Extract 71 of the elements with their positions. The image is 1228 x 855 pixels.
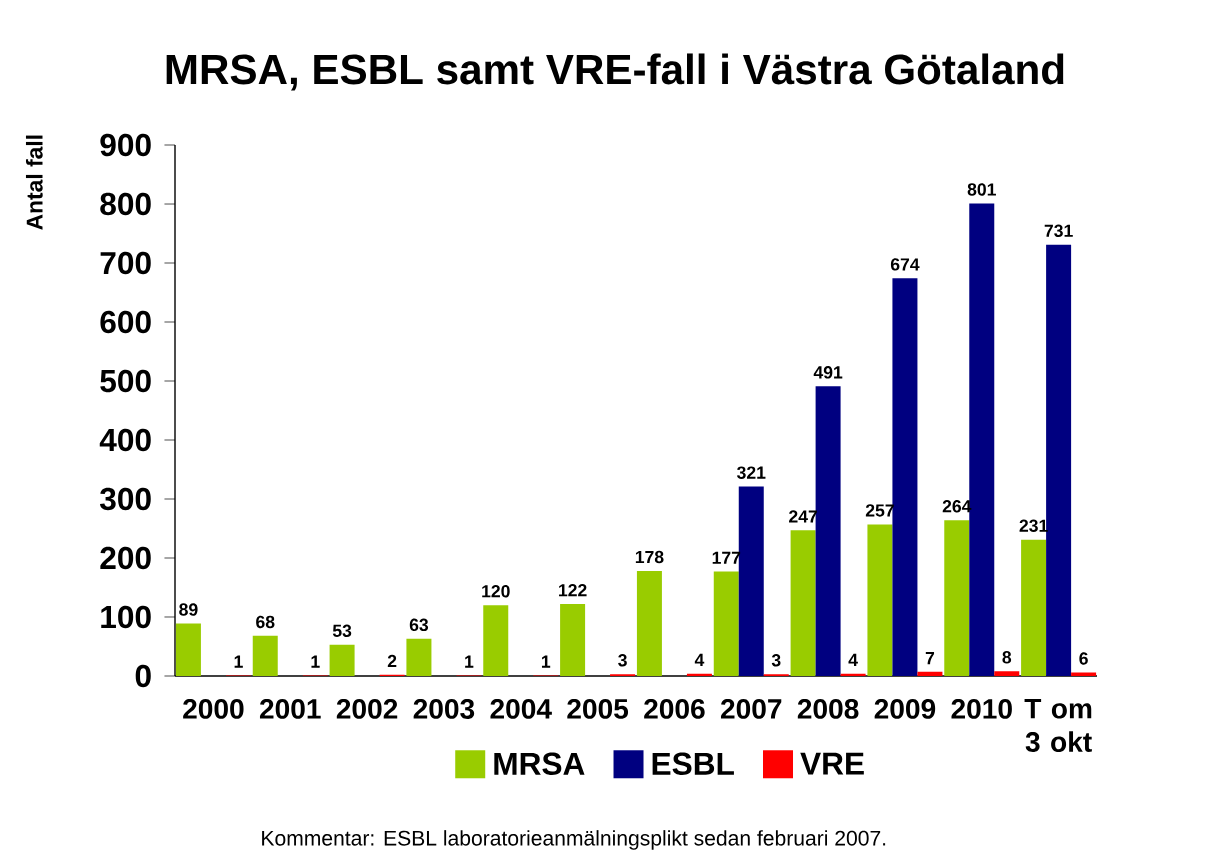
data-label: 63: [409, 618, 429, 632]
bar: [994, 671, 1020, 676]
legend-label: ESBL: [652, 752, 734, 775]
data-label: 6: [1079, 652, 1088, 665]
x-tick-label: 2000: [183, 698, 244, 719]
bar: [867, 524, 893, 676]
x-tick-label: 2004: [490, 698, 552, 719]
y-tick-label: 0: [135, 664, 151, 688]
chart-title: MRSA, ESBL samt VRE-fall i Västra Götaland: [166, 53, 1064, 91]
bar: [175, 623, 201, 676]
bar: [560, 604, 586, 676]
y-tick-label: 600: [100, 310, 151, 334]
y-tick-label: 500: [100, 369, 151, 393]
x-tick-label: 2001: [259, 698, 321, 719]
bar: [790, 530, 816, 676]
x-tick-label: 2009: [874, 698, 936, 719]
bar: [917, 671, 943, 676]
data-label: 68: [256, 615, 275, 629]
legend-label: MRSA: [494, 752, 585, 775]
bar: [406, 638, 432, 676]
y-tick-label: 900: [100, 133, 151, 157]
x-tick-label: 2006: [644, 698, 705, 719]
y-axis-title: Antal fall: [25, 135, 43, 230]
x-tick-label: 2010: [951, 698, 1012, 719]
data-label: 89: [179, 603, 198, 616]
bar: [738, 486, 764, 676]
data-label: 801: [967, 183, 996, 196]
bar: [713, 571, 739, 676]
data-label: 1: [465, 655, 474, 668]
data-label: 1: [311, 655, 320, 668]
x-tick-label: 2008: [797, 698, 859, 719]
text: Kommentar: ESBL laboratorieanmälningsplikt sedan februari 2007.: [262, 830, 886, 850]
y-tick-label: 100: [101, 605, 151, 629]
bar: [1071, 672, 1097, 676]
data-label: 1: [541, 655, 551, 668]
x-tick-label: 2005: [567, 698, 629, 719]
y-tick-label: 300: [99, 487, 151, 511]
bar: [329, 644, 355, 676]
data-label: 731: [1044, 224, 1073, 238]
data-label: 3: [771, 654, 781, 667]
y-tick-label: 400: [99, 428, 151, 452]
data-label: 122: [559, 584, 587, 597]
bar: [252, 635, 278, 676]
bar: [815, 386, 841, 676]
x-tick-label: 2003: [413, 698, 475, 719]
y-tick-label: 200: [100, 546, 151, 570]
legend-label: VRE: [800, 752, 864, 775]
x-tick-label: 2007: [720, 698, 782, 719]
bar: [944, 520, 970, 676]
data-label: 2: [387, 654, 397, 668]
bar: [892, 278, 918, 676]
data-label: 674: [890, 258, 920, 271]
x-tick-label: T om 3 okt: [1024, 698, 1092, 753]
bar: [483, 605, 509, 676]
y-tick-label: 700: [100, 251, 151, 275]
x-tick-label: 2002: [336, 698, 398, 719]
data-label: 7: [925, 652, 935, 665]
y-tick-label: 800: [100, 192, 151, 216]
data-label: 491: [813, 366, 843, 379]
bar: [636, 570, 662, 676]
data-label: 3: [618, 654, 627, 667]
data-label: 4: [694, 653, 705, 666]
data-label: 178: [635, 550, 664, 564]
data-label: 8: [1002, 651, 1012, 664]
data-label: 120: [482, 585, 510, 598]
data-label: 1: [234, 655, 243, 668]
data-label: 53: [332, 624, 352, 638]
bar: [1046, 244, 1072, 676]
data-label: 321: [736, 466, 766, 479]
data-label: 4: [848, 653, 858, 666]
bar: [1021, 539, 1047, 676]
